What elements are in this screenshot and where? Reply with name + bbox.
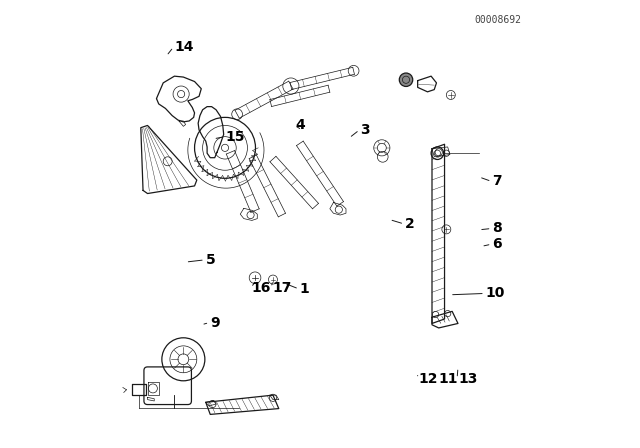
Text: 2: 2 — [405, 217, 415, 231]
Text: 4: 4 — [296, 118, 305, 133]
Text: 00008692: 00008692 — [474, 15, 522, 25]
Text: 10: 10 — [486, 286, 505, 301]
Text: 16: 16 — [252, 280, 271, 295]
Text: 1: 1 — [300, 282, 310, 296]
Text: 8: 8 — [493, 221, 502, 236]
Text: 12: 12 — [419, 371, 438, 386]
Text: 13: 13 — [458, 371, 477, 386]
Text: 17: 17 — [272, 280, 291, 295]
Circle shape — [399, 73, 413, 86]
Text: 15: 15 — [226, 129, 245, 144]
Text: 6: 6 — [493, 237, 502, 251]
Text: 11: 11 — [439, 371, 458, 386]
Text: 9: 9 — [210, 315, 220, 330]
Text: 5: 5 — [205, 253, 216, 267]
Text: 3: 3 — [360, 123, 370, 137]
Text: 7: 7 — [493, 174, 502, 189]
Text: 14: 14 — [174, 40, 194, 54]
